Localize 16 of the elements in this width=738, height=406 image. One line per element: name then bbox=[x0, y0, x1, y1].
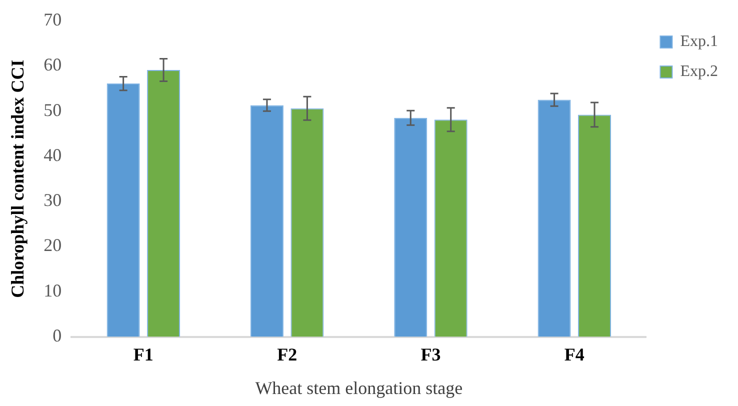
y-axis-title: Chlorophyll content index CCI bbox=[7, 60, 28, 298]
y-tick-label: 20 bbox=[44, 235, 62, 256]
x-tick-label: F2 bbox=[277, 344, 298, 364]
legend-label: Exp.1 bbox=[680, 33, 718, 50]
y-tick-label: 10 bbox=[44, 280, 62, 300]
x-tick-label: F1 bbox=[133, 344, 154, 364]
y-tick-label: 70 bbox=[44, 10, 62, 30]
y-tick-label: 0 bbox=[52, 326, 62, 346]
y-tick-label: 50 bbox=[44, 100, 62, 120]
y-tick-label: 60 bbox=[44, 54, 62, 75]
x-axis-title: Wheat stem elongation stage bbox=[255, 378, 463, 398]
x-tick-label: F4 bbox=[564, 344, 584, 364]
y-tick-label: 30 bbox=[44, 190, 62, 210]
x-tick-label: F3 bbox=[420, 344, 441, 364]
legend-label: Exp.2 bbox=[680, 63, 718, 80]
y-tick-label: 40 bbox=[44, 144, 62, 165]
